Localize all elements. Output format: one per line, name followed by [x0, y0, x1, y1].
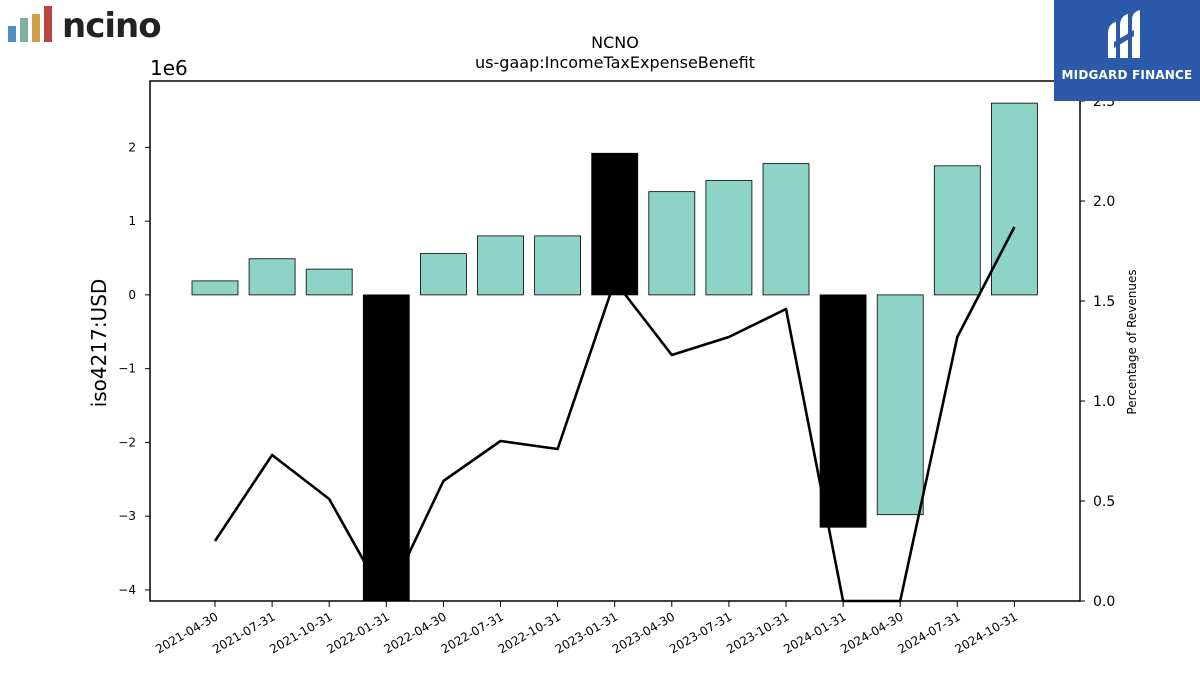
y-tick-label: 2 — [128, 140, 136, 154]
bar-2022-07-31 — [477, 235, 524, 296]
y2-tick-label: 0.5 — [1093, 494, 1115, 510]
y-tick-label: −1 — [118, 362, 136, 376]
y2-tick-label: 1.0 — [1093, 394, 1115, 410]
y-tick-label: −3 — [118, 509, 136, 523]
x-tick-label: 2024-01-31 — [781, 609, 848, 656]
y2-axis-label: Percentage of Revenues — [1125, 269, 1139, 414]
chart-subtitle: us-gaap:IncomeTaxExpenseBenefit — [475, 53, 755, 72]
bar-2021-04-30 — [191, 280, 239, 296]
y-tick-label: 0 — [128, 288, 136, 302]
midgard-wordmark: MIDGARD FINANCE — [1061, 68, 1193, 82]
x-tick-label: 2021-04-30 — [153, 609, 220, 656]
y2-tick-label: 2.0 — [1093, 194, 1115, 210]
ncino-wordmark: ncino — [62, 6, 162, 46]
x-tick-label: 2021-10-31 — [267, 609, 334, 656]
x-tick-label: 2022-04-30 — [381, 609, 448, 656]
y2-tick-label: 0.0 — [1093, 594, 1115, 610]
midgard-finance-logo: MIDGARD FINANCE — [1054, 0, 1200, 101]
y-axis-right: 0.00.51.01.52.02.5 — [1080, 94, 1115, 610]
y-tick-label: 1 — [128, 214, 136, 228]
x-tick-label: 2023-10-31 — [724, 609, 791, 656]
x-tick-label: 2024-10-31 — [952, 609, 1019, 656]
x-tick-label: 2024-07-31 — [895, 609, 962, 656]
bar-2023-01-31 — [591, 152, 639, 296]
bar-2023-10-31 — [762, 163, 810, 296]
x-tick-label: 2023-01-31 — [553, 609, 620, 656]
x-tick-label: 2023-04-30 — [610, 609, 677, 656]
midgard-emblem-icon — [1108, 10, 1140, 58]
x-tick-label: 2022-07-31 — [439, 609, 506, 656]
bar-2021-07-31 — [248, 258, 296, 296]
x-tick-label: 2023-07-31 — [667, 609, 734, 656]
x-tick-label: 2021-07-31 — [210, 609, 277, 656]
y-tick-label: −4 — [118, 583, 136, 597]
bar-2023-07-31 — [705, 180, 753, 296]
bar-2022-01-31 — [362, 294, 410, 602]
bar-2022-04-30 — [419, 253, 467, 296]
ncino-logo: ncino — [6, 4, 166, 48]
x-tick-label: 2024-04-30 — [838, 609, 905, 656]
bars-layer — [191, 102, 1038, 602]
chart-title: NCNO — [591, 33, 639, 52]
ncino-bars-icon — [8, 6, 52, 42]
bar-2024-07-31 — [933, 165, 981, 296]
bar-2022-10-31 — [534, 235, 581, 296]
y-axis-offset-label: 1e6 — [150, 56, 188, 80]
bar-2024-01-31 — [819, 294, 867, 528]
bar-2023-04-30 — [648, 191, 696, 296]
y-axis-label: iso4217:USD — [87, 279, 111, 408]
x-tick-label: 2022-10-31 — [496, 609, 563, 656]
bar-2024-10-31 — [991, 102, 1038, 296]
bar-2021-10-31 — [305, 268, 353, 296]
bar-2024-04-30 — [876, 294, 924, 516]
y-axis-left: −4 −3 −2 −1 0 1 2 — [118, 140, 150, 597]
y2-tick-label: 1.5 — [1093, 294, 1115, 310]
y-tick-label: −2 — [118, 435, 136, 449]
x-axis: 2021-04-302021-07-312021-10-312022-01-31… — [153, 601, 1020, 656]
x-tick-label: 2022-01-31 — [324, 609, 391, 656]
